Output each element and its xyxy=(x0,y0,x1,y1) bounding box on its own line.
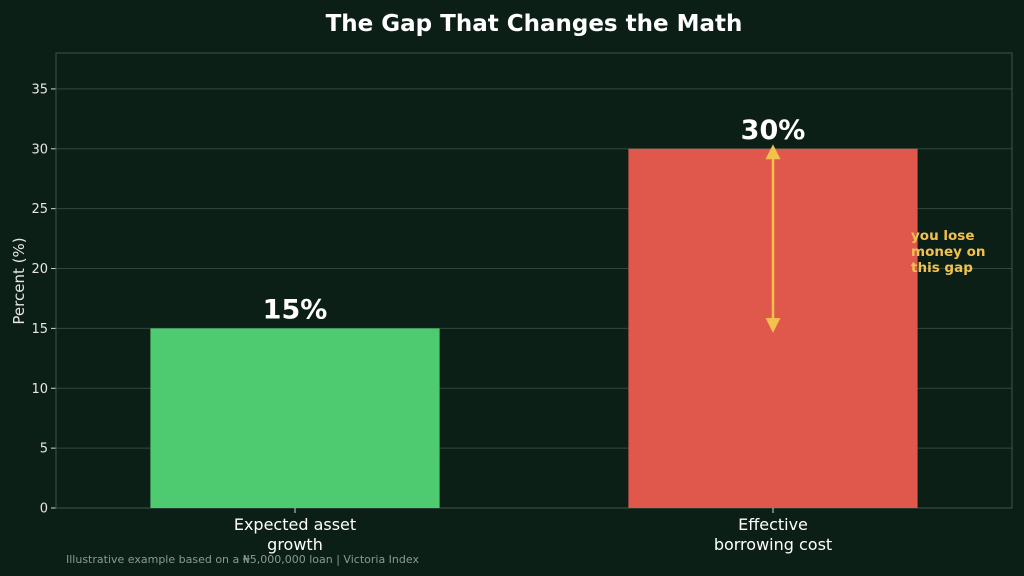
gap-annotation: you lose money on this gap xyxy=(911,228,986,276)
y-tick-label: 5 xyxy=(40,442,48,457)
data-label: 15% xyxy=(263,294,328,325)
labels-layer: 15% Expected asset growth 30% Effective borro… xyxy=(234,115,832,554)
annotation-layer: you lose money on this gap xyxy=(765,144,986,333)
bar xyxy=(150,328,440,508)
footer-note: Illustrative example based on a ₦5,000,0… xyxy=(66,553,419,566)
chart-title: The Gap That Changes the Math xyxy=(326,11,743,37)
x-tick-label: Effective borrowing cost xyxy=(714,515,832,554)
y-tick-label: 15 xyxy=(31,322,48,337)
y-tick-label: 10 xyxy=(31,382,48,397)
y-tick-label: 25 xyxy=(31,202,48,217)
y-tick-label: 0 xyxy=(40,502,48,517)
data-label: 30% xyxy=(741,115,806,146)
y-tick-label: 35 xyxy=(31,82,48,97)
y-axis-label: Percent (%) xyxy=(10,237,28,324)
plot-frame xyxy=(55,52,1013,509)
y-tick-label: 20 xyxy=(31,262,48,277)
y-tick-label: 30 xyxy=(31,142,48,157)
x-tick-label: Expected asset growth xyxy=(234,515,356,554)
